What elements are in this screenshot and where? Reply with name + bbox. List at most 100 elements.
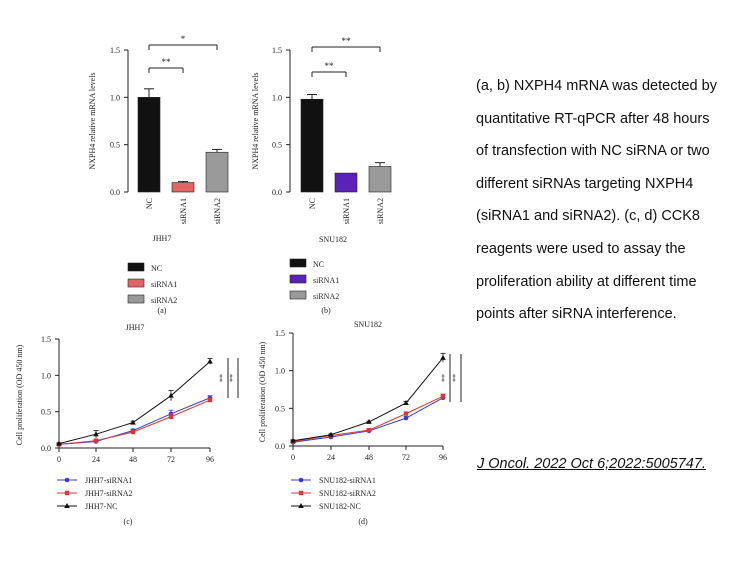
- x-axis-label: JHH7: [153, 234, 172, 243]
- significance-label: **: [218, 374, 227, 382]
- data-point: [366, 418, 372, 424]
- y-tick-label: 0.0: [110, 188, 120, 197]
- y-tick-label: 1.5: [272, 46, 282, 55]
- y-tick-label: 1.0: [272, 93, 282, 102]
- caption-line: (siRNA1 and siRNA2). (c, d) CCK8: [476, 208, 700, 225]
- bar: [334, 172, 358, 193]
- data-point: [403, 400, 409, 406]
- x-tick-label: 0: [57, 455, 61, 464]
- data-point: [328, 431, 334, 437]
- legend-label: siRNA2: [151, 296, 177, 305]
- bar: [137, 97, 161, 193]
- y-tick-label: 0.0: [275, 442, 285, 451]
- legend-swatch: [289, 258, 307, 268]
- x-tick-label: NC: [308, 198, 317, 209]
- chart-title: JHH7: [126, 323, 145, 332]
- data-point: [56, 440, 62, 446]
- data-point: [168, 392, 174, 398]
- y-axis-label: NXPH4 relative mRNA levels: [88, 72, 97, 169]
- legend-label: SNU182-siRNA2: [319, 489, 376, 498]
- x-axis-label: SNU182: [319, 235, 347, 244]
- legend-label: NC: [151, 264, 162, 273]
- data-point: [64, 490, 70, 496]
- x-tick-label: siRNA1: [342, 198, 351, 224]
- x-tick-label: 48: [365, 453, 373, 462]
- y-tick-label: 1.5: [275, 329, 285, 338]
- significance-label: *: [181, 34, 186, 44]
- caption-line: of transfection with NC siRNA or two: [476, 143, 710, 160]
- y-tick-label: 1.5: [41, 335, 51, 344]
- legend-swatch: [127, 294, 145, 304]
- caption-line: (a, b) NXPH4 mRNA was detected by: [476, 78, 717, 94]
- legend-label: JHH7-NC: [85, 502, 117, 511]
- y-tick-label: 0.5: [272, 141, 282, 150]
- series-line: [292, 395, 444, 442]
- data-point: [168, 414, 174, 419]
- x-tick-label: 72: [167, 455, 175, 464]
- legend-label: JHH7-siRNA2: [85, 489, 133, 498]
- data-point: [298, 490, 304, 496]
- data-point: [440, 354, 446, 360]
- x-tick-label: siRNA2: [376, 198, 385, 224]
- x-tick-label: 48: [129, 455, 137, 464]
- data-point: [440, 394, 446, 399]
- significance-label: **: [451, 374, 460, 382]
- y-tick-label: 0.5: [41, 408, 51, 417]
- x-tick-label: NC: [145, 198, 154, 209]
- panel-label: (d): [358, 517, 368, 526]
- x-tick-label: siRNA1: [179, 198, 188, 224]
- figure-caption: (a, b) NXPH4 mRNA was detected by quanti…: [476, 70, 748, 331]
- data-point: [290, 437, 296, 443]
- x-tick-label: 24: [327, 453, 335, 462]
- y-tick-label: 0.0: [41, 444, 51, 453]
- panel-label: (a): [158, 306, 167, 315]
- legend-swatch: [289, 274, 307, 284]
- legend-swatch: [127, 262, 145, 272]
- y-axis-label: Cell proliferation (OD 450 nm): [258, 341, 267, 442]
- y-tick-label: 1.0: [275, 367, 285, 376]
- legend-label: SNU182-NC: [319, 502, 361, 511]
- citation-link[interactable]: J Oncol. 2022 Oct 6;2022:5005747.: [477, 456, 706, 472]
- legend-label: NC: [313, 260, 324, 269]
- bar: [171, 182, 195, 193]
- data-point: [130, 419, 136, 425]
- series-line: [292, 397, 444, 443]
- caption-line: proliferation ability at different time: [476, 273, 697, 290]
- significance-label: **: [325, 61, 335, 71]
- y-axis-label: Cell proliferation (OD 450 nm): [15, 344, 24, 445]
- significance-label: **: [440, 374, 449, 382]
- caption-line: reagents were used to assay the: [476, 240, 686, 257]
- legend-swatch: [127, 278, 145, 288]
- bar: [205, 151, 229, 193]
- data-point: [64, 503, 70, 508]
- x-tick-label: 96: [206, 455, 214, 464]
- data-point: [207, 397, 213, 403]
- data-point: [403, 415, 409, 421]
- data-point: [64, 477, 70, 483]
- data-point: [207, 358, 213, 364]
- x-tick-label: 72: [402, 453, 410, 462]
- data-point: [298, 477, 304, 483]
- data-point: [366, 427, 372, 433]
- legend-label: SNU182-siRNA1: [319, 476, 376, 485]
- panel-label: (b): [321, 306, 331, 315]
- significance-label: **: [162, 57, 172, 67]
- x-tick-label: siRNA2: [213, 198, 222, 224]
- legend-label: JHH7-siRNA1: [85, 476, 133, 485]
- y-tick-label: 1.0: [41, 371, 51, 380]
- legend-swatch: [289, 290, 307, 300]
- y-tick-label: 0.5: [110, 141, 120, 150]
- caption-line: quantitative RT-qPCR after 48 hours: [476, 110, 710, 127]
- legend-label: siRNA1: [151, 280, 177, 289]
- data-point: [298, 503, 304, 508]
- significance-label: **: [342, 36, 352, 46]
- y-tick-label: 1.0: [110, 93, 120, 102]
- panel-label: (c): [124, 517, 133, 526]
- bar: [368, 166, 392, 193]
- y-axis-label: NXPH4 relative mRNA levels: [251, 72, 260, 169]
- significance-label: **: [228, 374, 237, 382]
- legend-label: siRNA1: [313, 276, 339, 285]
- chart-title: SNU182: [354, 320, 382, 329]
- y-tick-label: 0.0: [272, 188, 282, 197]
- y-tick-label: 1.5: [110, 46, 120, 55]
